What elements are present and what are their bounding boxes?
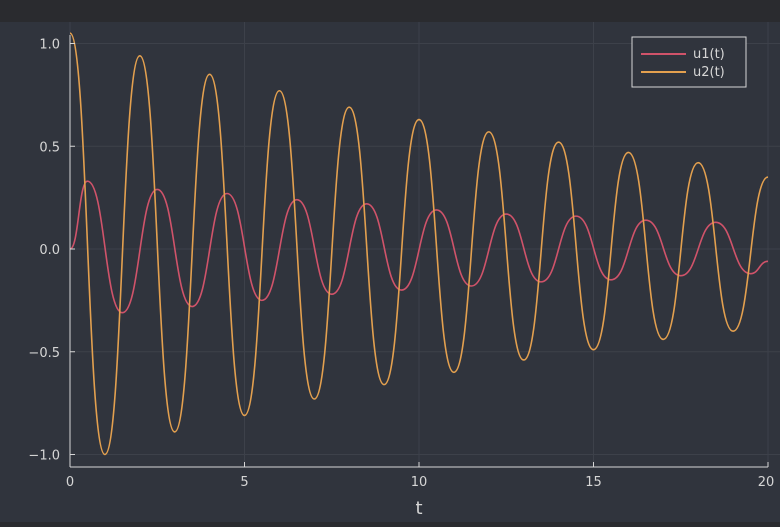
series-line-2 — [69, 32, 769, 456]
x-tick-label: 20 — [758, 475, 775, 490]
legend: u1(t) u2(t) — [631, 36, 747, 88]
legend-label-u1: u1(t) — [693, 47, 725, 62]
legend-label-u2: u2(t) — [693, 65, 725, 80]
x-tick-label: 10 — [411, 475, 428, 490]
series-line-1 — [69, 180, 769, 314]
x-tick-label: 5 — [240, 475, 248, 490]
y-tick-label: 1.0 — [39, 38, 60, 53]
y-tick-label: −0.5 — [28, 346, 60, 361]
legend-box — [631, 36, 747, 88]
x-axis-label: t — [415, 498, 422, 519]
y-tick-label: 0.0 — [39, 243, 60, 258]
x-tick-label: 15 — [585, 475, 602, 490]
y-tick-label: −1.0 — [28, 449, 60, 464]
y-tick-label: 0.5 — [39, 140, 60, 155]
grid-layer — [69, 22, 780, 467]
series-layer — [69, 32, 769, 456]
x-tick-label: 0 — [66, 475, 74, 490]
ticks-layer: 0 5 10 15 20 −1.0 −0.5 0.0 0.5 1.0 — [28, 38, 774, 491]
